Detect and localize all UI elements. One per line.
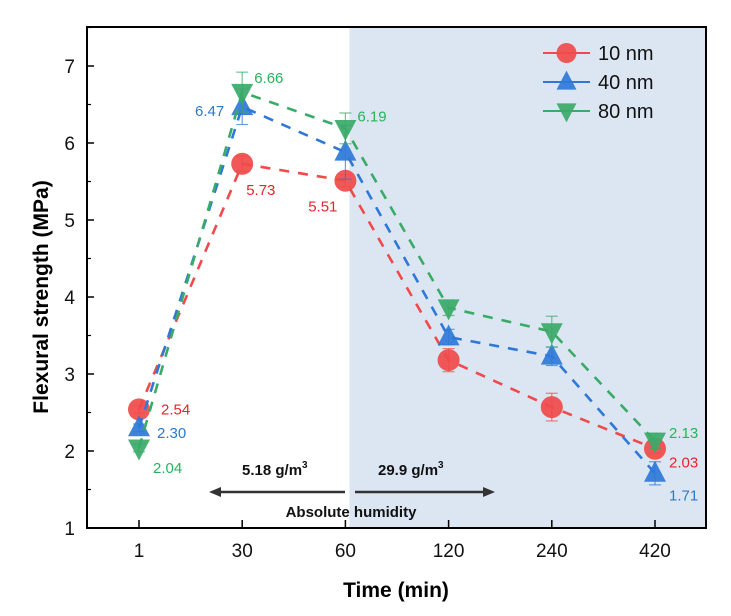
data-label: 1.71 bbox=[669, 487, 698, 504]
x-axis-ticks: 1 30 60 120 240 420 bbox=[134, 520, 671, 562]
humidity-annotation: 5.18 g/m3 29.9 g/m3 Absolute humidity bbox=[209, 460, 495, 521]
legend-label: 10 nm bbox=[598, 43, 654, 65]
y-tick-label: 6 bbox=[64, 134, 75, 155]
triangle-up-marker bbox=[334, 139, 357, 161]
series-line bbox=[137, 105, 656, 475]
x-axis-title: Time (min) bbox=[343, 579, 449, 602]
circle-marker bbox=[128, 398, 150, 421]
x-tick-label: 1 bbox=[134, 541, 145, 562]
data-label: 2.30 bbox=[157, 425, 186, 442]
y-tick-label: 4 bbox=[64, 288, 75, 309]
y-tick-label: 2 bbox=[64, 442, 75, 463]
legend-label: 40 nm bbox=[598, 72, 654, 94]
y-axis-ticks: 1 2 3 4 5 6 7 bbox=[64, 26, 94, 540]
circle-marker bbox=[540, 396, 563, 419]
y-tick-label: 3 bbox=[64, 365, 75, 386]
series-layer: 2.54 5.73 5.51 2.03 2.30 6.47 1.71 2.04 6.66 6.19… bbox=[128, 70, 698, 504]
data-label: 2.04 bbox=[153, 460, 182, 477]
circle-marker bbox=[556, 43, 577, 63]
triangle-up-marker bbox=[644, 460, 666, 482]
circle-marker bbox=[334, 169, 357, 192]
circle-marker bbox=[437, 349, 460, 372]
circle-marker bbox=[231, 152, 254, 175]
legend-item: 80 nm bbox=[543, 101, 654, 123]
series-10nm: 2.54 5.73 5.51 2.03 bbox=[128, 152, 698, 472]
triangle-down-marker bbox=[334, 120, 357, 141]
plot-frame bbox=[86, 26, 707, 529]
triangle-down-marker bbox=[128, 439, 150, 461]
triangle-down-marker bbox=[231, 83, 254, 105]
y-tick-label: 1 bbox=[64, 519, 75, 540]
x-tick-label: 60 bbox=[335, 541, 356, 562]
legend-label: 80 nm bbox=[598, 101, 654, 123]
x-tick-label: 240 bbox=[536, 541, 568, 562]
left-arrow-head bbox=[209, 487, 221, 497]
legend-item: 10 nm bbox=[543, 43, 654, 65]
data-label: 2.03 bbox=[669, 455, 698, 472]
y-tick-label: 7 bbox=[64, 57, 75, 78]
series-80nm: 2.04 6.66 6.19 2.13 bbox=[128, 70, 698, 477]
data-label: 6.47 bbox=[195, 103, 224, 120]
data-label: 2.54 bbox=[161, 401, 190, 418]
triangle-down-marker bbox=[437, 299, 460, 321]
x-tick-label: 120 bbox=[433, 541, 465, 562]
legend: 10 nm 40 nm 80 nm bbox=[543, 43, 654, 123]
right-humidity-value: 29.9 g/m3 bbox=[378, 460, 444, 479]
right-arrow-head bbox=[483, 487, 495, 497]
y-axis-title: Flexural strength (MPa) bbox=[30, 180, 53, 413]
triangle-up-marker bbox=[437, 324, 460, 346]
data-label: 6.66 bbox=[254, 70, 283, 87]
data-label: 6.19 bbox=[357, 108, 386, 125]
legend-item: 40 nm bbox=[543, 70, 654, 94]
triangle-up-marker bbox=[540, 343, 563, 365]
x-tick-label: 30 bbox=[232, 541, 253, 562]
series-line bbox=[137, 90, 656, 449]
triangle-up-marker bbox=[556, 70, 577, 90]
data-label: 5.73 bbox=[246, 182, 275, 199]
triangle-down-marker bbox=[556, 103, 577, 123]
series-line bbox=[137, 162, 656, 450]
data-label: 5.51 bbox=[308, 199, 337, 216]
left-humidity-value: 5.18 g/m3 bbox=[242, 460, 308, 479]
triangle-up-marker bbox=[128, 415, 150, 437]
x-tick-label: 420 bbox=[639, 541, 671, 562]
triangle-down-marker bbox=[644, 432, 666, 454]
absolute-humidity-label: Absolute humidity bbox=[286, 504, 417, 521]
data-label: 2.13 bbox=[669, 425, 698, 442]
y-tick-label: 5 bbox=[64, 211, 75, 232]
triangle-down-marker bbox=[540, 323, 563, 345]
